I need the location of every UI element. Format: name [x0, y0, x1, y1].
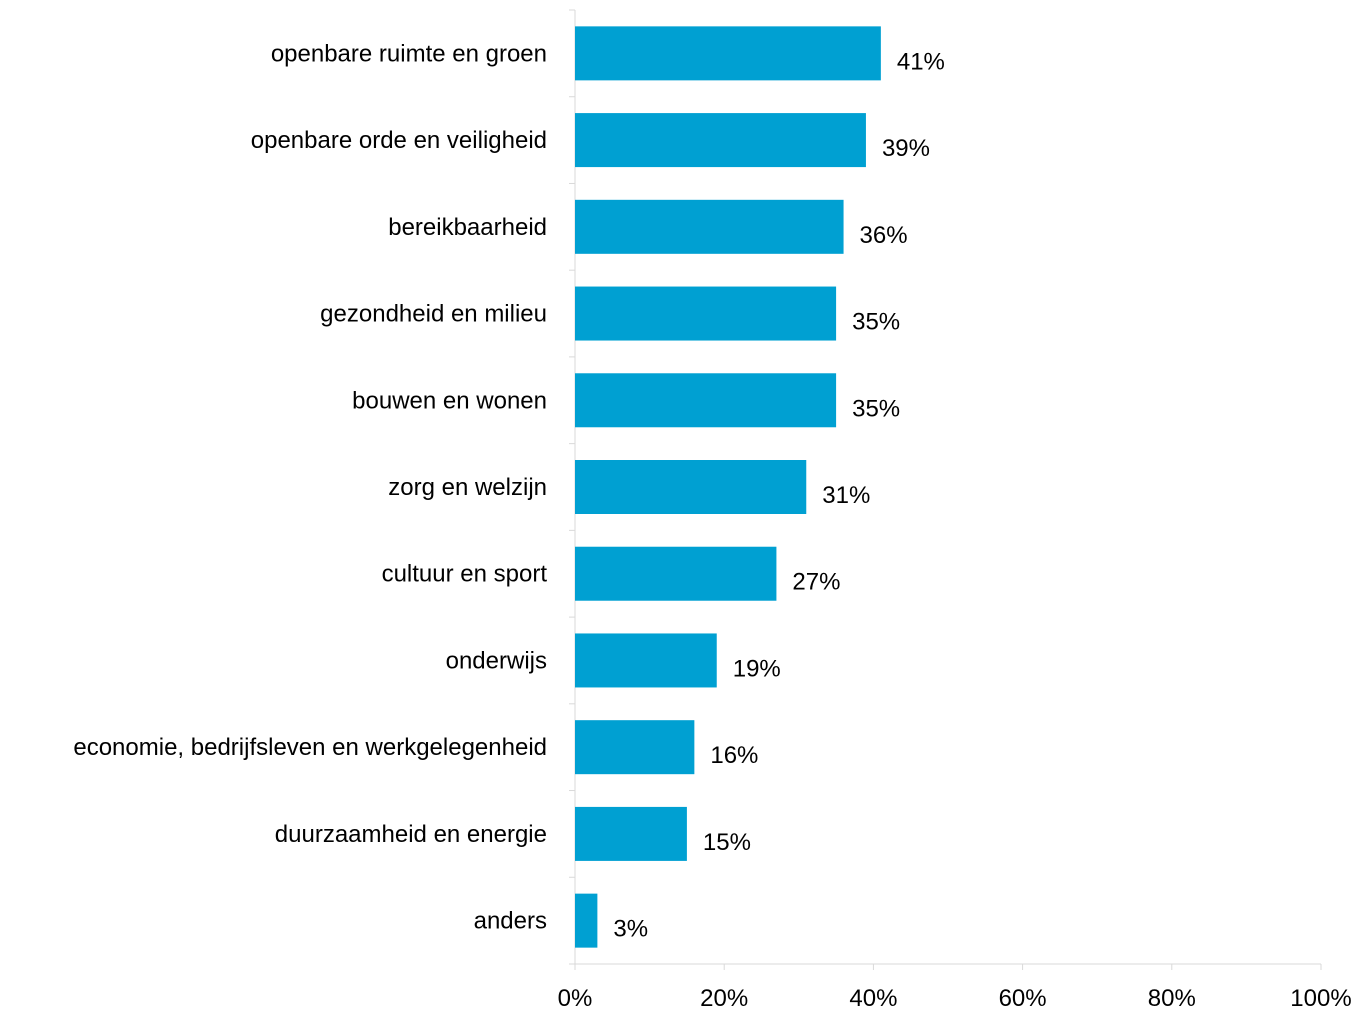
- value-label: 36%: [860, 222, 908, 249]
- x-tick-label: 60%: [999, 985, 1047, 1012]
- x-tick-label: 40%: [849, 985, 897, 1012]
- bar: [575, 199, 844, 254]
- bar: [575, 720, 695, 775]
- value-label: 35%: [852, 309, 900, 336]
- value-label: 16%: [710, 742, 758, 769]
- category-label: openbare ruimte en groen: [271, 40, 547, 67]
- bar: [575, 546, 777, 601]
- category-label: bouwen en wonen: [352, 387, 547, 414]
- category-label: openbare orde en veiligheid: [251, 127, 547, 154]
- category-label: gezondheid en milieu: [320, 301, 547, 328]
- value-label: 3%: [613, 916, 648, 943]
- category-label: anders: [474, 908, 547, 935]
- value-label: 31%: [822, 482, 870, 509]
- bar: [575, 633, 717, 688]
- value-label: 39%: [882, 135, 930, 162]
- x-tick-label: 0%: [558, 985, 593, 1012]
- x-tick-label: 80%: [1148, 985, 1196, 1012]
- bar: [575, 893, 598, 948]
- bar: [575, 113, 866, 168]
- category-label: duurzaamheid en energie: [275, 821, 547, 848]
- category-label: bereikbaarheid: [388, 214, 547, 241]
- chart-bars: [575, 26, 881, 948]
- bar: [575, 373, 837, 428]
- x-tick-label: 100%: [1290, 985, 1351, 1012]
- bar: [575, 26, 881, 81]
- value-label: 27%: [792, 569, 840, 596]
- bar: [575, 460, 807, 514]
- value-label: 35%: [852, 395, 900, 422]
- value-label: 19%: [733, 655, 781, 682]
- category-label: cultuur en sport: [382, 561, 548, 588]
- bar: [575, 806, 687, 861]
- value-labels: 41% 39% 36% 35% 35% 31% 27% 19% 16% 15% 3%: [613, 48, 945, 942]
- category-label: economie, bedrijfsleven en werkgelegenhe…: [73, 734, 547, 761]
- category-label: onderwijs: [446, 647, 547, 674]
- value-label: 15%: [703, 829, 751, 856]
- value-label: 41%: [897, 48, 945, 75]
- category-labels: openbare ruimte en groen openbare orde en…: [73, 40, 547, 934]
- category-label: zorg en welzijn: [388, 474, 547, 501]
- x-tick-labels: 0% 20% 40% 60% 80% 100%: [558, 985, 1352, 1012]
- bar: [575, 286, 837, 341]
- x-tick-label: 20%: [700, 985, 748, 1012]
